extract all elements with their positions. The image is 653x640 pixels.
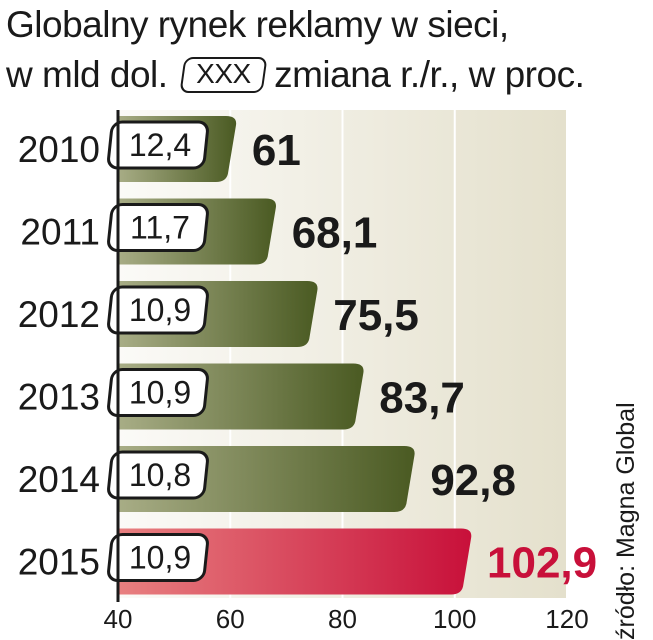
category-label-2014: 2014: [18, 459, 100, 500]
gridlines: [229, 110, 568, 602]
change-label-2013: 10,9: [129, 375, 191, 411]
value-label-2014: 92,8: [430, 456, 516, 505]
chart-subtitle: w mld dol. XXX zmiana r./r., w proc.: [6, 54, 585, 95]
category-label-2015: 2015: [18, 542, 100, 583]
change-box-2014: [107, 450, 209, 500]
x-tick-label-40: 40: [104, 604, 133, 634]
bars: 2010 12,4 61 2011 11,7 68,1 2012 10,9 75,5 2013 10…: [18, 110, 597, 602]
legend-text: zmiana r./r., w proc.: [274, 54, 585, 95]
value-label-2011: 68,1: [292, 209, 378, 258]
category-label-2011: 2011: [20, 212, 100, 253]
x-tick-label-60: 60: [216, 604, 245, 634]
x-tick-label-120: 120: [545, 604, 588, 634]
change-box-2015: [107, 533, 209, 582]
value-label-2013: 83,7: [379, 374, 465, 423]
x-tick-label-80: 80: [328, 604, 357, 634]
change-label-2011: 11,7: [130, 210, 190, 246]
change-label-2015: 10,9: [129, 540, 191, 576]
value-label-2012: 75,5: [333, 291, 419, 340]
value-label-2015: 102,9: [487, 539, 597, 588]
x-axis-ticks: 40 60 80 100 120: [104, 604, 589, 634]
change-label-2012: 10,9: [129, 292, 191, 328]
change-box-2011: [107, 203, 209, 252]
category-label-2012: 2012: [18, 294, 100, 335]
unit-label: w mld dol.: [6, 54, 168, 95]
value-label-2010: 61: [252, 126, 301, 175]
change-box-2010: [107, 120, 209, 170]
change-label-2010: 12,4: [129, 127, 191, 163]
chart-title: Globalny rynek reklamy w sieci,: [6, 4, 509, 45]
category-label-2013: 2013: [18, 377, 100, 418]
x-tick-label-100: 100: [433, 604, 476, 634]
change-box-2013: [107, 368, 209, 417]
source-note: źródło: Magna Global: [612, 402, 640, 640]
category-label-2010: 2010: [18, 129, 100, 170]
change-box-2012: [107, 285, 209, 335]
change-label-2014: 10,8: [129, 457, 191, 493]
